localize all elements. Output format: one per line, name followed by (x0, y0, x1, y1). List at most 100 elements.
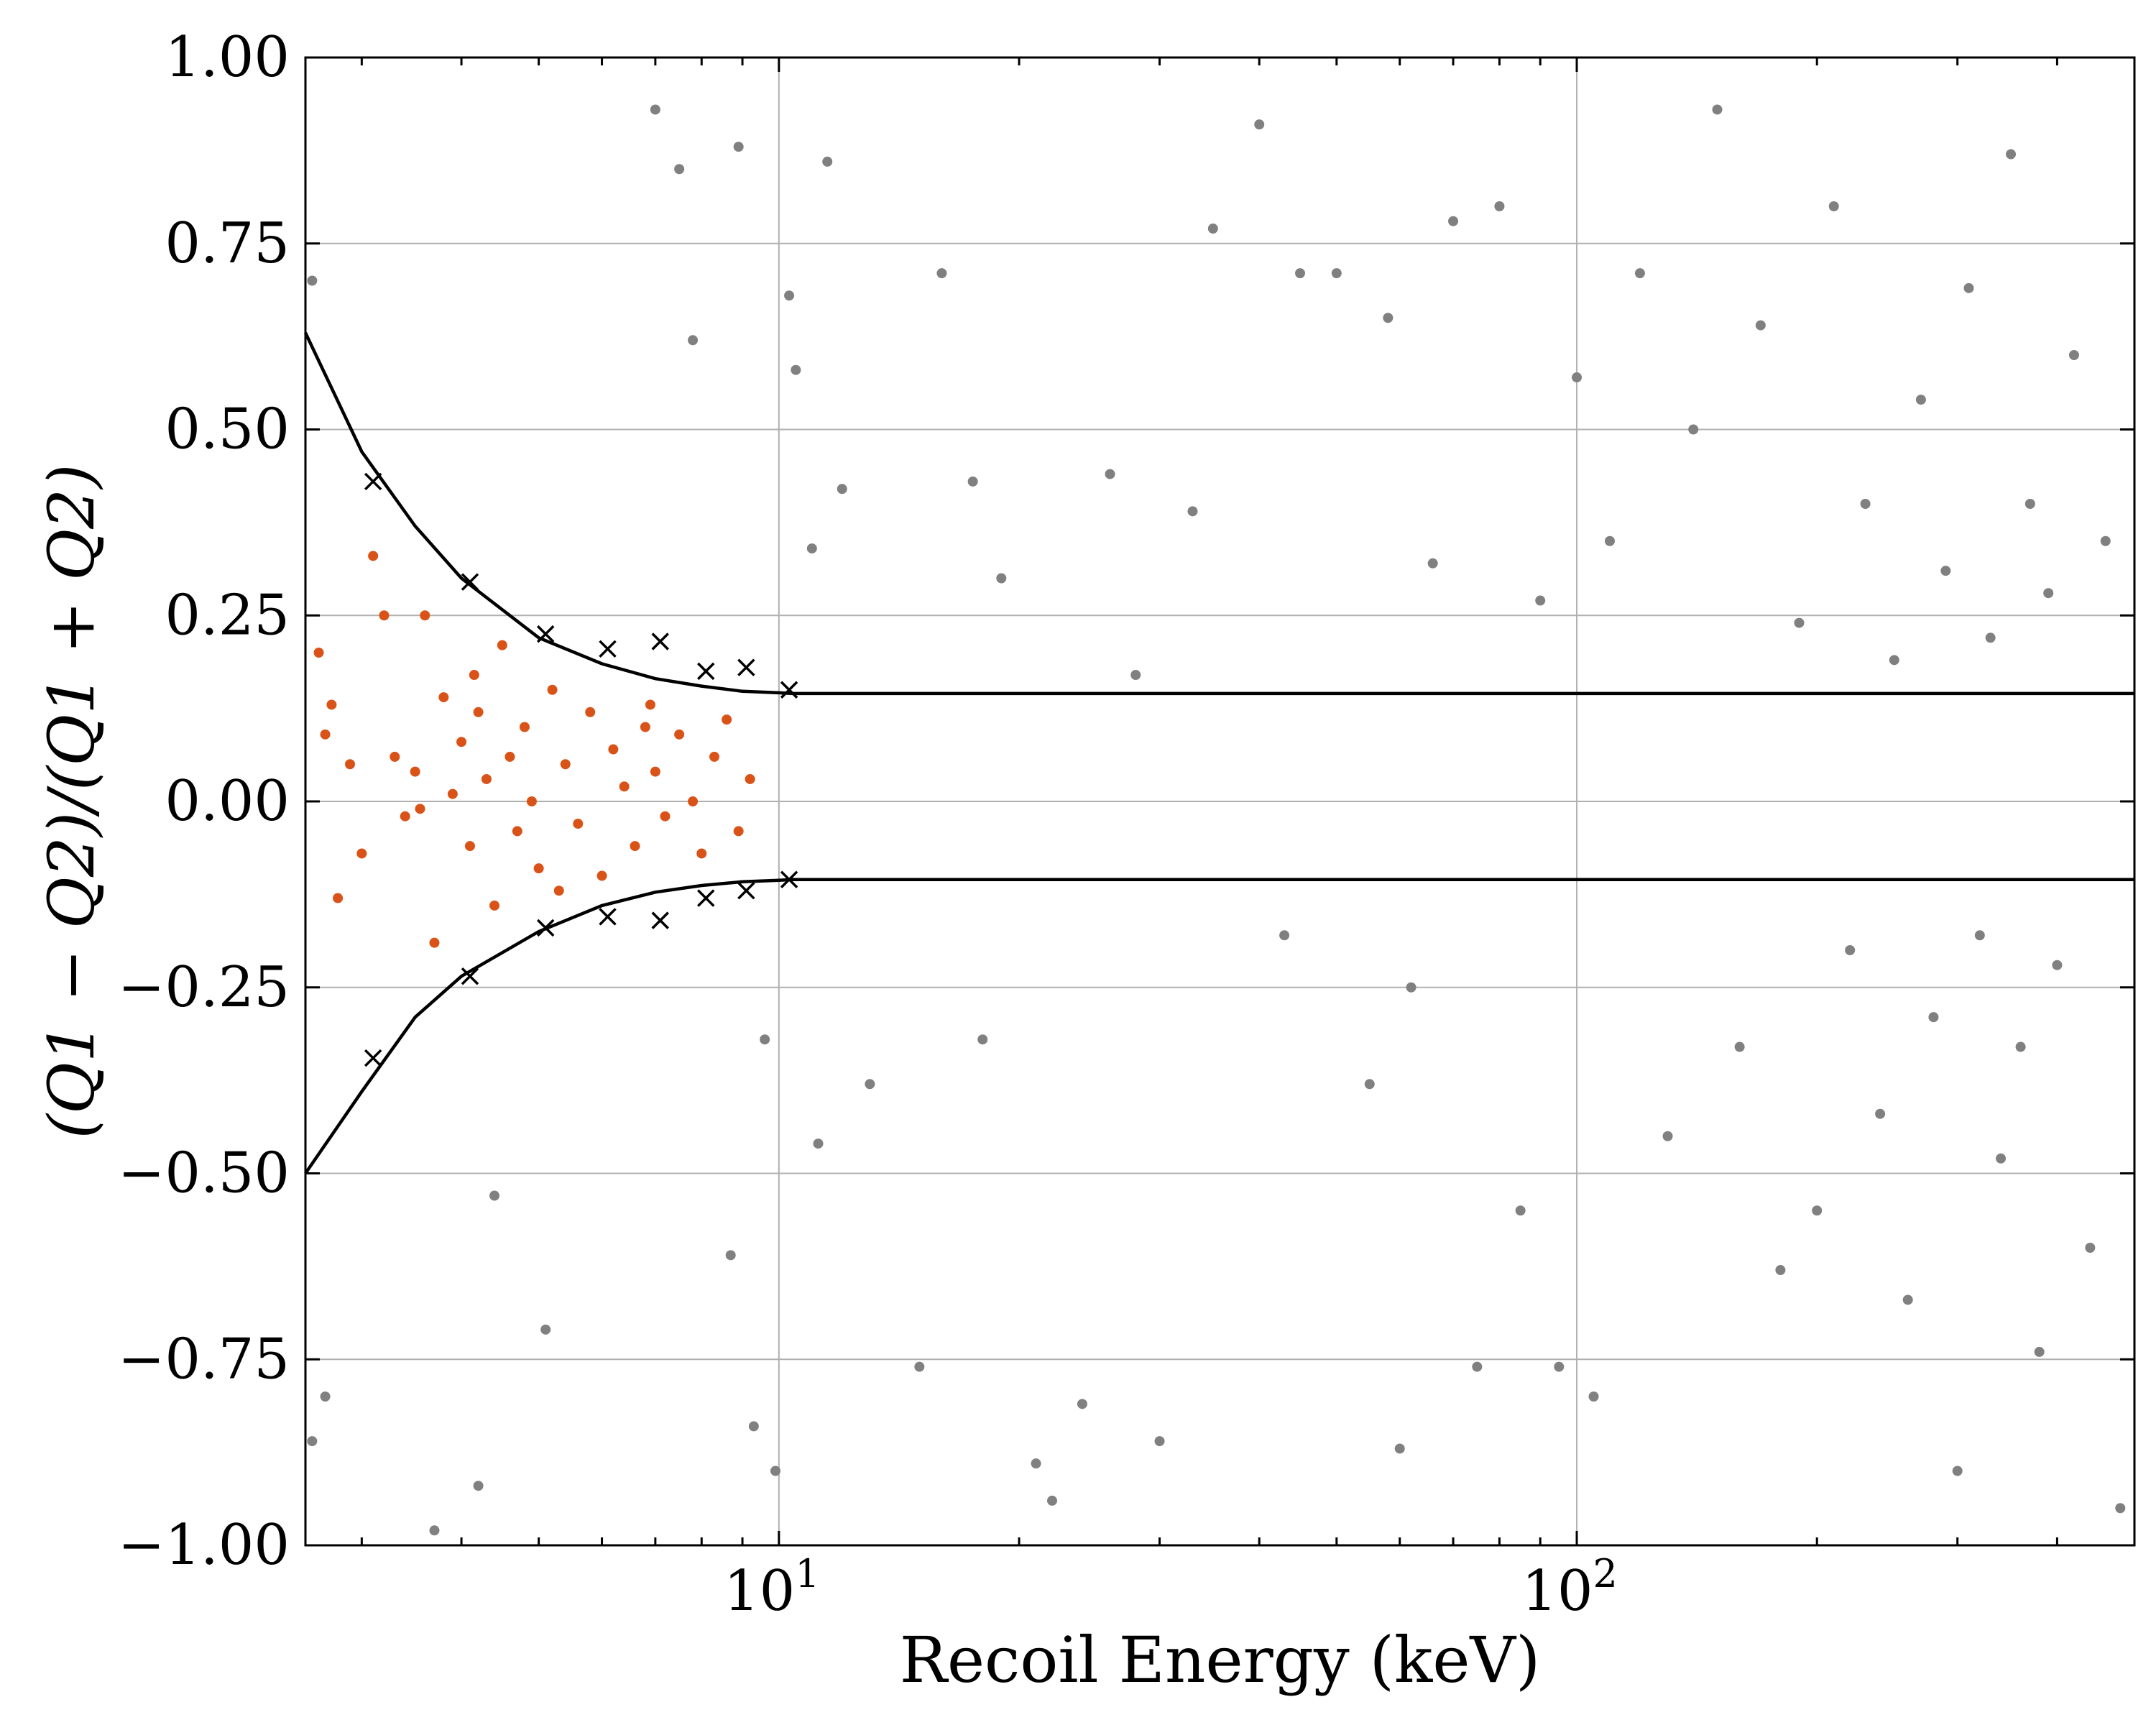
cross-markers (364, 472, 798, 1067)
accepted-point (469, 670, 479, 681)
rejected-point (1794, 617, 1805, 628)
accepted-point (573, 819, 584, 829)
rejected-point (2024, 499, 2035, 509)
accepted-point (473, 707, 484, 717)
rejected-point (806, 543, 817, 554)
rejected-point (1383, 313, 1393, 323)
rejected-point (473, 1481, 484, 1491)
rejected-point (1494, 201, 1505, 211)
accepted-point (585, 707, 596, 717)
cross-marker (697, 662, 715, 681)
accepted-point (379, 610, 390, 621)
y-tick-label: 1.00 (165, 25, 290, 90)
accepted-point (505, 751, 515, 762)
rejected-point (2006, 149, 2017, 160)
x-axis-label: Recoil Energy (keV) (900, 1623, 1541, 1697)
rejected-point (2115, 1503, 2126, 1514)
rejected-point (1902, 1294, 1913, 1305)
accepted-point (489, 900, 500, 911)
rejected-point (791, 364, 801, 375)
x-tick-labels: 101 102 (724, 1551, 1618, 1624)
rejected-point (813, 1138, 824, 1149)
rejected-point (2052, 960, 2063, 970)
y-tick-label: 0.00 (165, 769, 290, 834)
accepted-point (420, 610, 430, 621)
cross-marker (737, 658, 755, 676)
rejected-point (2015, 1041, 2026, 1052)
accepted-point (526, 796, 537, 806)
rejected-point (1279, 930, 1290, 941)
x-tick-label-base: 10 (724, 1559, 795, 1624)
accepted-point (447, 788, 458, 799)
rejected-point (2068, 350, 2079, 360)
cross-marker (780, 870, 798, 888)
rejected-point (1985, 632, 1996, 643)
accepted-point (722, 714, 732, 725)
accepted-point (650, 766, 660, 777)
accepted-point (660, 811, 671, 822)
accepted-point (560, 759, 571, 770)
accepted-point (630, 841, 640, 852)
accepted-point (547, 684, 558, 695)
accepted-point (645, 699, 655, 710)
cross-marker (780, 681, 798, 699)
rejected-point (540, 1324, 551, 1335)
rejected-point (1154, 1436, 1165, 1447)
rejected-point (977, 1034, 988, 1045)
rejected-point (1364, 1079, 1375, 1090)
rejected-point (1554, 1361, 1565, 1372)
rejected-point (967, 476, 978, 487)
accepted-point (745, 773, 755, 784)
axis-ticks (305, 56, 2136, 1547)
accepted-point (696, 848, 707, 859)
accepted-point (390, 751, 400, 762)
y-tick-label: −0.25 (118, 955, 290, 1020)
rejected-point (1952, 1466, 1963, 1476)
rejected-point (1996, 1153, 2007, 1164)
rejected-point (760, 1034, 770, 1045)
rejected-point (2043, 588, 2054, 599)
rejected-point (1860, 499, 1871, 509)
accepted-point (709, 751, 720, 762)
rejected-point (1394, 1443, 1405, 1454)
accepted-point (519, 722, 530, 732)
rejected-point (320, 1392, 331, 1402)
rejected-point (1187, 506, 1198, 517)
rejected-point (1734, 1041, 1745, 1052)
accepted-point (313, 648, 324, 658)
rejected-point (725, 1250, 736, 1261)
accepted-point (368, 551, 379, 561)
y-tick-label: 0.75 (165, 211, 290, 276)
accepted-point (497, 640, 507, 650)
rejected-point (1812, 1205, 1823, 1216)
accepted-point (553, 886, 564, 896)
accepted-point (464, 841, 475, 852)
accepted-point (356, 848, 367, 859)
rejected-point (784, 290, 795, 301)
rejected-point (1915, 395, 1926, 405)
rejected-point (688, 335, 699, 346)
accepted-point (345, 759, 356, 770)
rejected-point (307, 275, 318, 286)
accepted-point (320, 729, 331, 740)
y-tick-label: 0.50 (165, 397, 290, 462)
cross-marker (737, 881, 755, 900)
accepted-point (400, 811, 410, 822)
cross-marker (461, 967, 479, 985)
rejected-point (1406, 982, 1416, 993)
rejected-point (865, 1079, 875, 1090)
rejected-point (1295, 268, 1306, 279)
rejected-point (489, 1190, 500, 1201)
cross-marker (364, 472, 382, 491)
rejected-point (1331, 268, 1342, 279)
rejected-point (1254, 119, 1265, 130)
rejected-point (1427, 558, 1438, 569)
rejected-point (1662, 1131, 1673, 1141)
rejected-point (1046, 1495, 1057, 1506)
accepted-point (415, 804, 425, 814)
rejected-point (1604, 535, 1615, 546)
accepted-point (333, 893, 344, 903)
rejected-point (1448, 216, 1459, 226)
